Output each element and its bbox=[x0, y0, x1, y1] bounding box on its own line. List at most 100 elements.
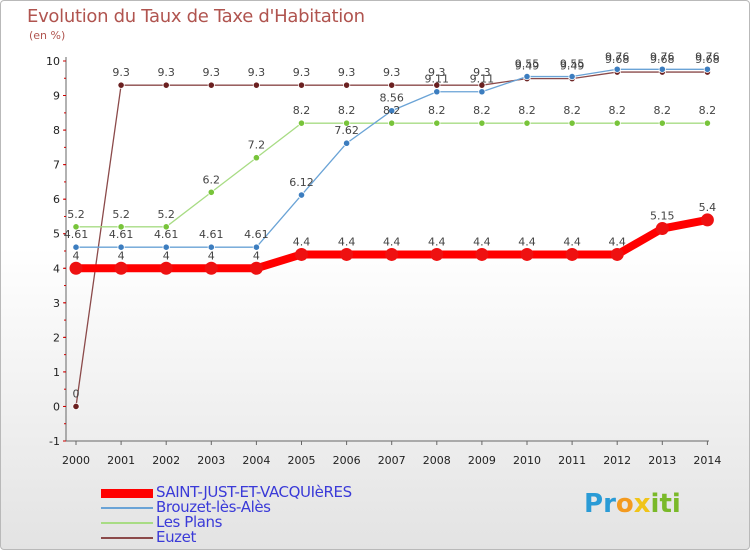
x-tick-label: 2006 bbox=[333, 454, 361, 467]
data-label: 4 bbox=[73, 249, 80, 262]
data-label: 8.2 bbox=[338, 104, 356, 117]
legend-label: SAINT-JUST-ET-VACQUIèRES bbox=[156, 483, 352, 501]
chart-unit-label: (en %) bbox=[29, 29, 66, 42]
data-label: 5.2 bbox=[112, 208, 130, 221]
data-point bbox=[252, 243, 260, 251]
logo-letter: x bbox=[633, 489, 651, 519]
x-tick-label: 2003 bbox=[197, 454, 225, 467]
data-label: 9.11 bbox=[470, 73, 495, 86]
x-tick-label: 2010 bbox=[513, 454, 541, 467]
data-point bbox=[252, 154, 260, 162]
data-label: 4.4 bbox=[473, 235, 491, 248]
data-label: 4.61 bbox=[154, 228, 179, 241]
data-label: 8.2 bbox=[699, 104, 717, 117]
logo-letter: r bbox=[603, 489, 616, 519]
data-label: 8.56 bbox=[379, 92, 404, 105]
data-label: 8.2 bbox=[428, 104, 446, 117]
data-label: 9.3 bbox=[473, 66, 491, 79]
data-label: 4 bbox=[163, 249, 170, 262]
data-label: 8.2 bbox=[473, 104, 491, 117]
legend-swatch bbox=[101, 537, 153, 539]
y-tick-label: 2 bbox=[53, 331, 60, 344]
data-point bbox=[342, 139, 351, 147]
data-label: 9.68 bbox=[695, 53, 720, 66]
data-point bbox=[252, 81, 260, 89]
data-point bbox=[700, 213, 714, 227]
data-label: 5.4 bbox=[699, 201, 717, 214]
data-point bbox=[655, 222, 669, 236]
y-tick-label: 6 bbox=[53, 193, 60, 206]
data-label: 4.61 bbox=[109, 228, 134, 241]
data-label: 4.61 bbox=[64, 228, 89, 241]
data-label: 5.15 bbox=[650, 210, 675, 223]
data-point bbox=[613, 65, 621, 73]
x-tick-label: 2004 bbox=[242, 454, 270, 467]
y-tick-label: -1 bbox=[49, 435, 60, 448]
data-label: 5.2 bbox=[157, 208, 175, 221]
data-point bbox=[478, 88, 486, 96]
data-label: 8.2 bbox=[608, 104, 626, 117]
data-label: 9.3 bbox=[338, 66, 356, 79]
data-label: 9.3 bbox=[157, 66, 175, 79]
data-label: 9.76 bbox=[650, 50, 675, 63]
data-point bbox=[159, 261, 173, 275]
logo-letter: P bbox=[584, 489, 604, 519]
data-point bbox=[475, 247, 489, 261]
y-tick-label: 5 bbox=[53, 228, 60, 241]
data-point bbox=[114, 261, 128, 275]
data-point bbox=[523, 119, 531, 127]
legend-label: Brouzet-lès-Alès bbox=[156, 498, 271, 516]
logo-letter: o bbox=[615, 489, 634, 519]
data-point bbox=[162, 223, 170, 231]
data-point bbox=[204, 261, 218, 275]
data-label: 8.2 bbox=[563, 104, 581, 117]
data-point bbox=[117, 81, 125, 89]
x-tick-label: 2007 bbox=[378, 454, 406, 467]
data-label: 9.3 bbox=[203, 66, 221, 79]
data-point bbox=[297, 81, 306, 89]
x-tick-label: 2009 bbox=[468, 454, 496, 467]
data-label: 9.3 bbox=[112, 66, 130, 79]
data-point bbox=[72, 402, 80, 411]
y-tick-label: 10 bbox=[46, 55, 60, 68]
y-tick-label: 1 bbox=[53, 366, 60, 379]
data-point bbox=[703, 119, 712, 127]
proxiti-logo: Proxiti bbox=[584, 489, 681, 519]
data-label: 9.68 bbox=[650, 53, 675, 66]
y-tick-label: 0 bbox=[53, 400, 60, 413]
data-label: 8.2 bbox=[293, 104, 311, 117]
data-point bbox=[478, 119, 486, 127]
data-point bbox=[162, 81, 170, 89]
data-point bbox=[342, 81, 351, 89]
data-point bbox=[613, 119, 621, 127]
data-label: 0 bbox=[73, 387, 80, 400]
x-tick-label: 2012 bbox=[603, 454, 631, 467]
data-point bbox=[658, 119, 666, 127]
data-point bbox=[342, 119, 351, 127]
y-tick-label: 4 bbox=[53, 262, 60, 275]
data-label: 7.62 bbox=[334, 124, 359, 137]
data-label: 9.76 bbox=[695, 50, 720, 63]
data-label: 4.4 bbox=[563, 235, 581, 248]
data-label: 9.3 bbox=[248, 66, 266, 79]
data-point bbox=[162, 243, 170, 251]
data-label: 4.4 bbox=[518, 235, 536, 248]
data-point bbox=[703, 65, 712, 73]
data-label: 9.3 bbox=[293, 66, 311, 79]
data-label: 4 bbox=[118, 249, 125, 262]
data-point bbox=[565, 247, 579, 261]
x-tick-label: 2000 bbox=[62, 454, 90, 467]
data-point bbox=[433, 88, 441, 96]
data-label: 6.12 bbox=[289, 176, 314, 189]
data-point bbox=[72, 223, 80, 231]
data-label: 4 bbox=[208, 249, 215, 262]
y-tick-label: 8 bbox=[53, 124, 60, 137]
data-point bbox=[430, 247, 444, 261]
data-point bbox=[249, 261, 263, 275]
x-tick-label: 2005 bbox=[288, 454, 316, 467]
chart-title: Evolution du Taux de Taxe d'Habitation bbox=[27, 6, 365, 27]
data-point bbox=[207, 188, 215, 196]
x-tick-label: 2013 bbox=[648, 454, 676, 467]
data-label: 9.55 bbox=[560, 58, 585, 71]
data-label: 4.4 bbox=[383, 235, 401, 248]
